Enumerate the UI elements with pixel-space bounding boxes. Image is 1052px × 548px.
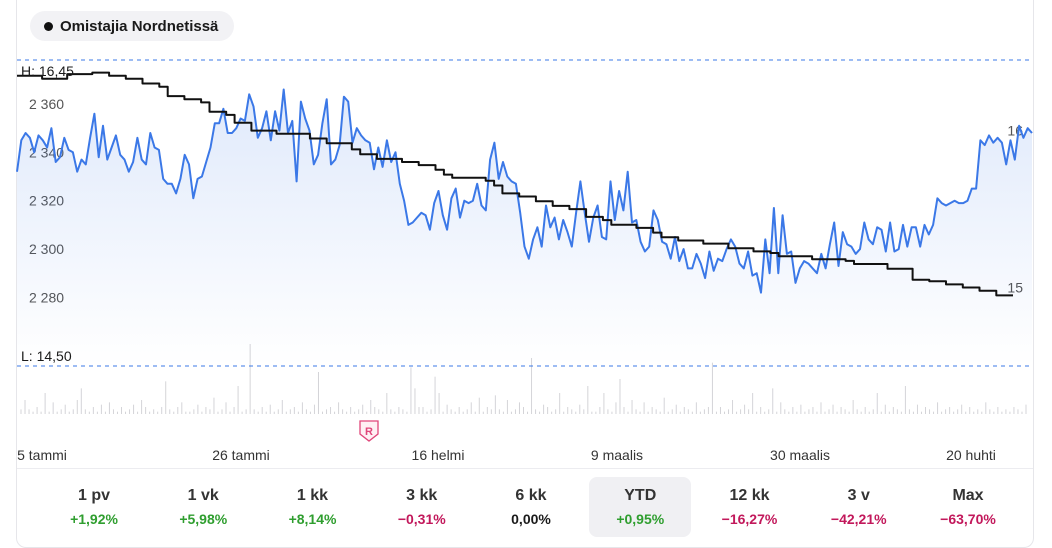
period-label: 12 kk xyxy=(729,486,770,504)
x-tick-label: 26 tammi xyxy=(212,447,270,463)
period-label: Max xyxy=(952,486,984,504)
high-label: H: 16,45 xyxy=(21,63,74,79)
period-button-0[interactable]: 1 pv +1,92% xyxy=(43,477,145,537)
period-label: 3 kk xyxy=(406,486,438,504)
period-selector: 1 pv +1,92% 1 vk +5,98% 1 kk +8,14% 3 kk −0,31%… xyxy=(17,468,1033,544)
period-change: +5,98% xyxy=(179,510,228,527)
period-button-8[interactable]: Max −63,70% xyxy=(917,477,1019,537)
period-button-4[interactable]: 6 kk 0,00% xyxy=(480,477,582,537)
period-change: +1,92% xyxy=(70,510,118,527)
period-label: 6 kk xyxy=(515,486,547,504)
y-tick-label: 2 360 xyxy=(29,96,64,112)
period-change: 0,00% xyxy=(511,510,551,527)
period-label: 3 v xyxy=(847,486,870,504)
period-label: 1 kk xyxy=(296,486,329,504)
x-tick-label: 5 tammi xyxy=(17,447,67,463)
period-change: +0,95% xyxy=(616,510,665,527)
period-label: 1 pv xyxy=(77,486,110,504)
period-button-7[interactable]: 3 v −42,21% xyxy=(808,477,910,537)
blue-series-area xyxy=(17,89,1032,366)
x-tick-label: 9 maalis xyxy=(591,447,643,463)
period-change: +8,14% xyxy=(288,510,337,527)
period-label: 1 vk xyxy=(187,486,219,504)
low-label: L: 14,50 xyxy=(21,348,72,364)
x-tick-label: 16 helmi xyxy=(412,447,465,463)
x-tick-label: 30 maalis xyxy=(770,447,830,463)
period-button-6[interactable]: 12 kk −16,27% xyxy=(699,477,801,537)
black-series-line xyxy=(17,71,1013,297)
report-marker-icon[interactable]: R xyxy=(359,420,379,442)
period-change: −0,31% xyxy=(397,510,446,527)
period-change: −63,70% xyxy=(940,510,996,527)
period-change: −16,27% xyxy=(721,510,778,527)
period-change: −42,21% xyxy=(830,510,887,527)
period-label: YTD xyxy=(624,486,657,504)
price-chart[interactable]: 2 3602 3402 3202 3002 2801615 H: 16,45 L… xyxy=(0,0,1052,468)
blue-series-line xyxy=(16,88,1033,294)
legend-pill[interactable]: Omistajia Nordnetissä xyxy=(30,11,235,41)
period-button-1[interactable]: 1 vk +5,98% xyxy=(152,477,254,537)
period-button-2[interactable]: 1 kk +8,14% xyxy=(262,477,364,537)
period-button-3[interactable]: 3 kk −0,31% xyxy=(371,477,473,537)
x-tick-label: 20 huhti xyxy=(946,447,996,463)
dot-icon xyxy=(44,21,53,31)
legend-label: Omistajia Nordnetissä xyxy=(60,17,219,35)
period-button-5[interactable]: YTD +0,95% xyxy=(589,476,692,537)
report-marker-label: R xyxy=(365,426,373,438)
